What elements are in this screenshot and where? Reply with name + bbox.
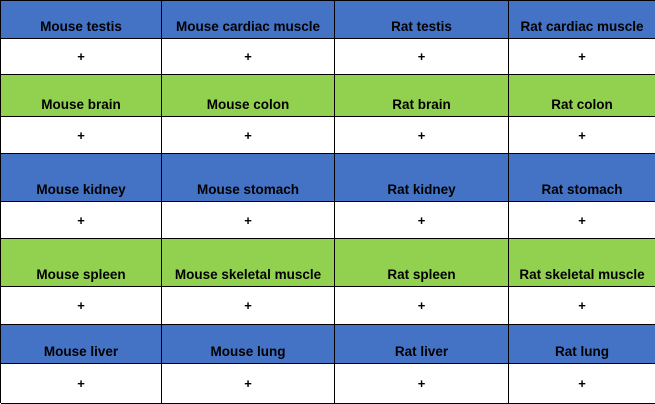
tissue-header-cell: Rat cardiac muscle [509,1,655,39]
tissue-header-cell: Rat spleen [335,239,509,287]
result-cell: + [335,202,509,239]
result-cell: + [1,117,162,154]
tissue-header-cell: Mouse lung [162,325,335,364]
tissue-header-cell: Mouse cardiac muscle [162,1,335,39]
result-cell: + [335,117,509,154]
result-cell: + [335,287,509,325]
result-cell: + [509,117,655,154]
result-cell: + [162,117,335,154]
tissue-header-cell: Mouse brain [1,75,162,117]
tissue-header-cell: Mouse skeletal muscle [162,239,335,287]
result-cell: + [162,202,335,239]
result-cell: + [1,202,162,239]
result-cell: + [509,287,655,325]
result-cell: + [509,364,655,404]
tissue-header-cell: Rat liver [335,325,509,364]
result-cell: + [162,39,335,75]
tissue-header-cell: Mouse spleen [1,239,162,287]
result-cell: + [335,364,509,404]
result-cell: + [335,39,509,75]
tissue-header-cell: Rat skeletal muscle [509,239,655,287]
result-cell: + [1,39,162,75]
result-cell: + [509,202,655,239]
tissue-header-cell: Mouse liver [1,325,162,364]
tissue-header-cell: Rat lung [509,325,655,364]
tissue-header-cell: Rat stomach [509,154,655,202]
tissue-header-cell: Mouse kidney [1,154,162,202]
tissue-header-cell: Mouse testis [1,1,162,39]
result-cell: + [509,39,655,75]
tissue-header-cell: Mouse stomach [162,154,335,202]
tissue-header-cell: Rat kidney [335,154,509,202]
tissue-header-cell: Rat colon [509,75,655,117]
result-cell: + [162,287,335,325]
result-cell: + [1,364,162,404]
tissue-header-cell: Rat testis [335,1,509,39]
tissue-header-cell: Rat brain [335,75,509,117]
tissue-header-cell: Mouse colon [162,75,335,117]
result-cell: + [1,287,162,325]
result-cell: + [162,364,335,404]
